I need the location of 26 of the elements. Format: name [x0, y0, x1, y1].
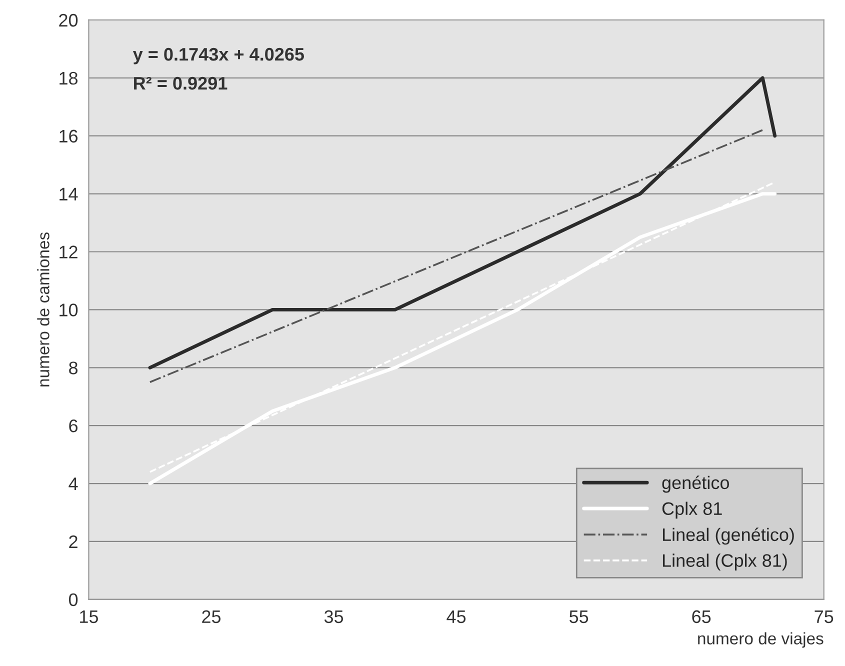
legend-label: genético [662, 476, 730, 493]
x-tick-label: 25 [202, 610, 221, 624]
y-tick-label: 4 [68, 478, 78, 490]
legend-label: Lineal (genético) [662, 528, 794, 545]
x-tick-label: 35 [324, 610, 344, 624]
y-axis-title: numero de camiones [37, 232, 50, 386]
y-tick-label: 12 [60, 246, 78, 258]
x-axis-title: numero de viajes [698, 632, 824, 648]
y-tick-label: 14 [60, 188, 78, 200]
annotation: y = 0.1743x + 4.0265 [132, 48, 304, 64]
y-tick-label: 16 [60, 130, 78, 143]
y-tick-label: 2 [69, 535, 78, 548]
x-tick-label: 55 [570, 610, 588, 624]
y-tick-label: 8 [69, 362, 78, 374]
legend-label: Cplx 81 [662, 502, 722, 519]
x-tick-label: 75 [814, 610, 834, 624]
y-tick-label: 10 [60, 304, 78, 316]
y-tick-label: 18 [60, 72, 78, 85]
x-tick-label: 15 [80, 610, 98, 624]
y-tick-label: 20 [59, 14, 78, 27]
legend-label: Lineal (Cplx 81) [662, 554, 787, 571]
y-tick-label: 6 [69, 420, 78, 432]
x-tick-label: 65 [692, 610, 711, 624]
x-tick-label: 45 [446, 610, 466, 624]
y-tick-label: 0 [68, 593, 78, 606]
annotation: R² = 0.9291 [134, 76, 228, 90]
